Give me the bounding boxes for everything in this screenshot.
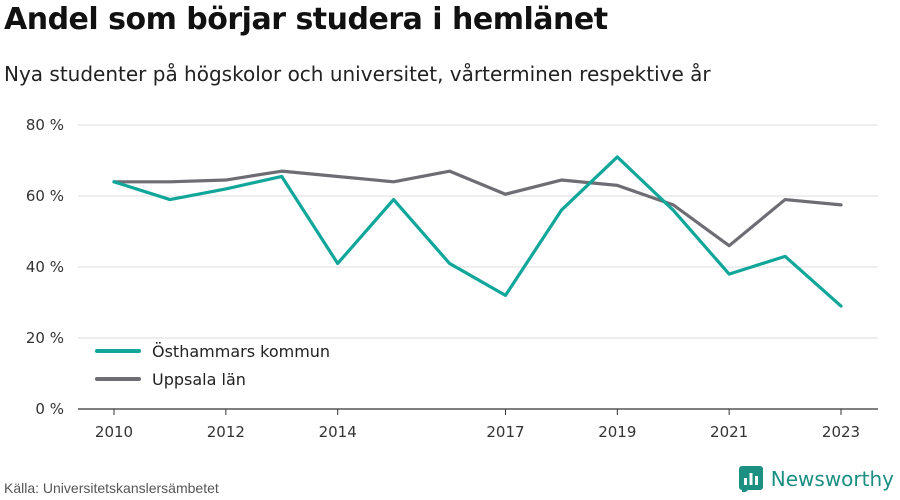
series-line-östhammars-kommun: [112, 155, 843, 308]
series-lines: [112, 155, 843, 308]
y-tick-label: 20 %: [26, 329, 64, 347]
x-tick-label: 2017: [486, 423, 524, 441]
x-tick-label: 2012: [207, 423, 245, 441]
series-line-uppsala-län: [112, 169, 843, 248]
legend-label: Östhammars kommun: [152, 342, 330, 361]
x-tick-label: 2010: [95, 423, 133, 441]
y-tick-label: 60 %: [26, 187, 64, 205]
y-tick-label: 80 %: [26, 116, 64, 134]
source-note: Källa: Universitetskanslersämbetet: [4, 480, 219, 496]
gridlines: [78, 124, 878, 339]
y-tick-label: 40 %: [26, 258, 64, 276]
chart-title: Andel som börjar studera i hemlänet: [4, 2, 608, 37]
x-axis: 2010 2012 2014 2017 2019 2021 2023: [78, 408, 878, 441]
chart-subtitle: Nya studenter på högskolor och universit…: [4, 62, 711, 86]
y-tick-label: 0 %: [35, 400, 64, 418]
x-tick-label: 2014: [319, 423, 357, 441]
brand-name: Newsworthy: [770, 467, 894, 491]
x-tick-label: 2023: [822, 423, 860, 441]
brand-logo: Newsworthy: [738, 466, 894, 492]
x-tick-label: 2021: [710, 423, 748, 441]
legend: Östhammars kommun Uppsala län: [95, 342, 330, 389]
x-tick-label: 2019: [598, 423, 636, 441]
legend-label: Uppsala län: [152, 370, 246, 389]
y-axis-ticks: 0 % 20 % 40 % 60 % 80 %: [26, 116, 64, 418]
newsworthy-icon: [738, 466, 763, 492]
